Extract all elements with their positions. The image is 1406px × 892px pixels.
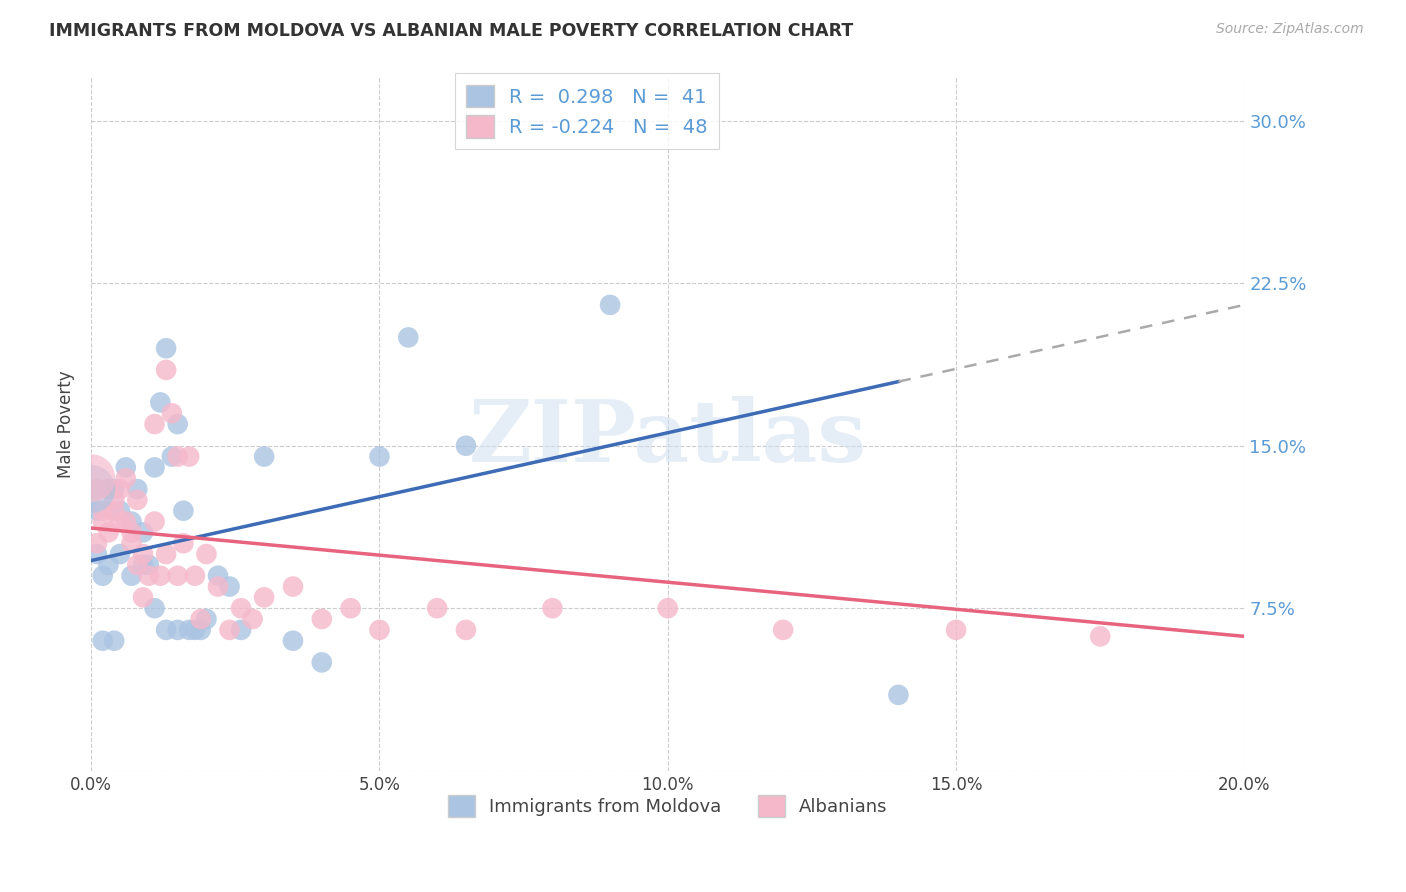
Point: [229, 623, 252, 637]
Point: [121, 525, 143, 540]
Point: [657, 601, 679, 615]
Point: [97, 482, 120, 496]
Point: [132, 525, 155, 540]
Point: [179, 450, 201, 464]
Point: [132, 558, 155, 572]
Point: [91, 515, 114, 529]
Point: [253, 450, 276, 464]
Point: [207, 580, 229, 594]
Point: [599, 298, 621, 312]
Point: [143, 601, 166, 615]
Point: [179, 623, 201, 637]
Point: [121, 515, 143, 529]
Point: [143, 460, 166, 475]
Point: [138, 558, 160, 572]
Point: [155, 623, 177, 637]
Point: [132, 547, 155, 561]
Point: [132, 591, 155, 605]
Point: [311, 612, 333, 626]
Point: [80, 482, 103, 496]
Point: [80, 471, 103, 485]
Point: [127, 558, 149, 572]
Point: [218, 580, 240, 594]
Point: [108, 504, 131, 518]
Point: [121, 568, 143, 582]
Point: [218, 623, 240, 637]
Text: ZIPatlas: ZIPatlas: [468, 396, 866, 480]
Point: [190, 623, 212, 637]
Point: [97, 525, 120, 540]
Point: [127, 492, 149, 507]
Point: [91, 504, 114, 518]
Point: [166, 450, 188, 464]
Point: [772, 623, 794, 637]
Point: [160, 450, 183, 464]
Point: [103, 492, 125, 507]
Point: [172, 504, 194, 518]
Point: [160, 406, 183, 420]
Point: [149, 395, 172, 409]
Point: [86, 482, 108, 496]
Point: [138, 568, 160, 582]
Point: [155, 547, 177, 561]
Point: [91, 633, 114, 648]
Point: [184, 623, 207, 637]
Point: [103, 633, 125, 648]
Point: [1090, 629, 1112, 643]
Text: IMMIGRANTS FROM MOLDOVA VS ALBANIAN MALE POVERTY CORRELATION CHART: IMMIGRANTS FROM MOLDOVA VS ALBANIAN MALE…: [49, 22, 853, 40]
Point: [172, 536, 194, 550]
Point: [207, 568, 229, 582]
Point: [108, 515, 131, 529]
Point: [86, 547, 108, 561]
Point: [253, 591, 276, 605]
Point: [281, 633, 304, 648]
Legend: Immigrants from Moldova, Albanians: Immigrants from Moldova, Albanians: [440, 788, 896, 824]
Point: [114, 515, 136, 529]
Point: [166, 417, 188, 431]
Text: Source: ZipAtlas.com: Source: ZipAtlas.com: [1216, 22, 1364, 37]
Point: [127, 482, 149, 496]
Point: [114, 471, 136, 485]
Point: [155, 363, 177, 377]
Point: [121, 536, 143, 550]
Point: [887, 688, 910, 702]
Point: [242, 612, 264, 626]
Point: [149, 568, 172, 582]
Point: [91, 568, 114, 582]
Point: [108, 547, 131, 561]
Y-axis label: Male Poverty: Male Poverty: [58, 370, 75, 478]
Point: [108, 482, 131, 496]
Point: [339, 601, 361, 615]
Point: [368, 623, 391, 637]
Point: [454, 439, 477, 453]
Point: [229, 601, 252, 615]
Point: [454, 623, 477, 637]
Point: [396, 330, 419, 344]
Point: [426, 601, 449, 615]
Point: [97, 482, 120, 496]
Point: [143, 515, 166, 529]
Point: [368, 450, 391, 464]
Point: [195, 612, 218, 626]
Point: [114, 460, 136, 475]
Point: [945, 623, 967, 637]
Point: [166, 568, 188, 582]
Point: [86, 536, 108, 550]
Point: [281, 580, 304, 594]
Point: [97, 558, 120, 572]
Point: [190, 612, 212, 626]
Point: [195, 547, 218, 561]
Point: [103, 504, 125, 518]
Point: [143, 417, 166, 431]
Point: [103, 482, 125, 496]
Point: [541, 601, 564, 615]
Point: [184, 568, 207, 582]
Point: [166, 623, 188, 637]
Point: [155, 341, 177, 355]
Point: [86, 504, 108, 518]
Point: [311, 656, 333, 670]
